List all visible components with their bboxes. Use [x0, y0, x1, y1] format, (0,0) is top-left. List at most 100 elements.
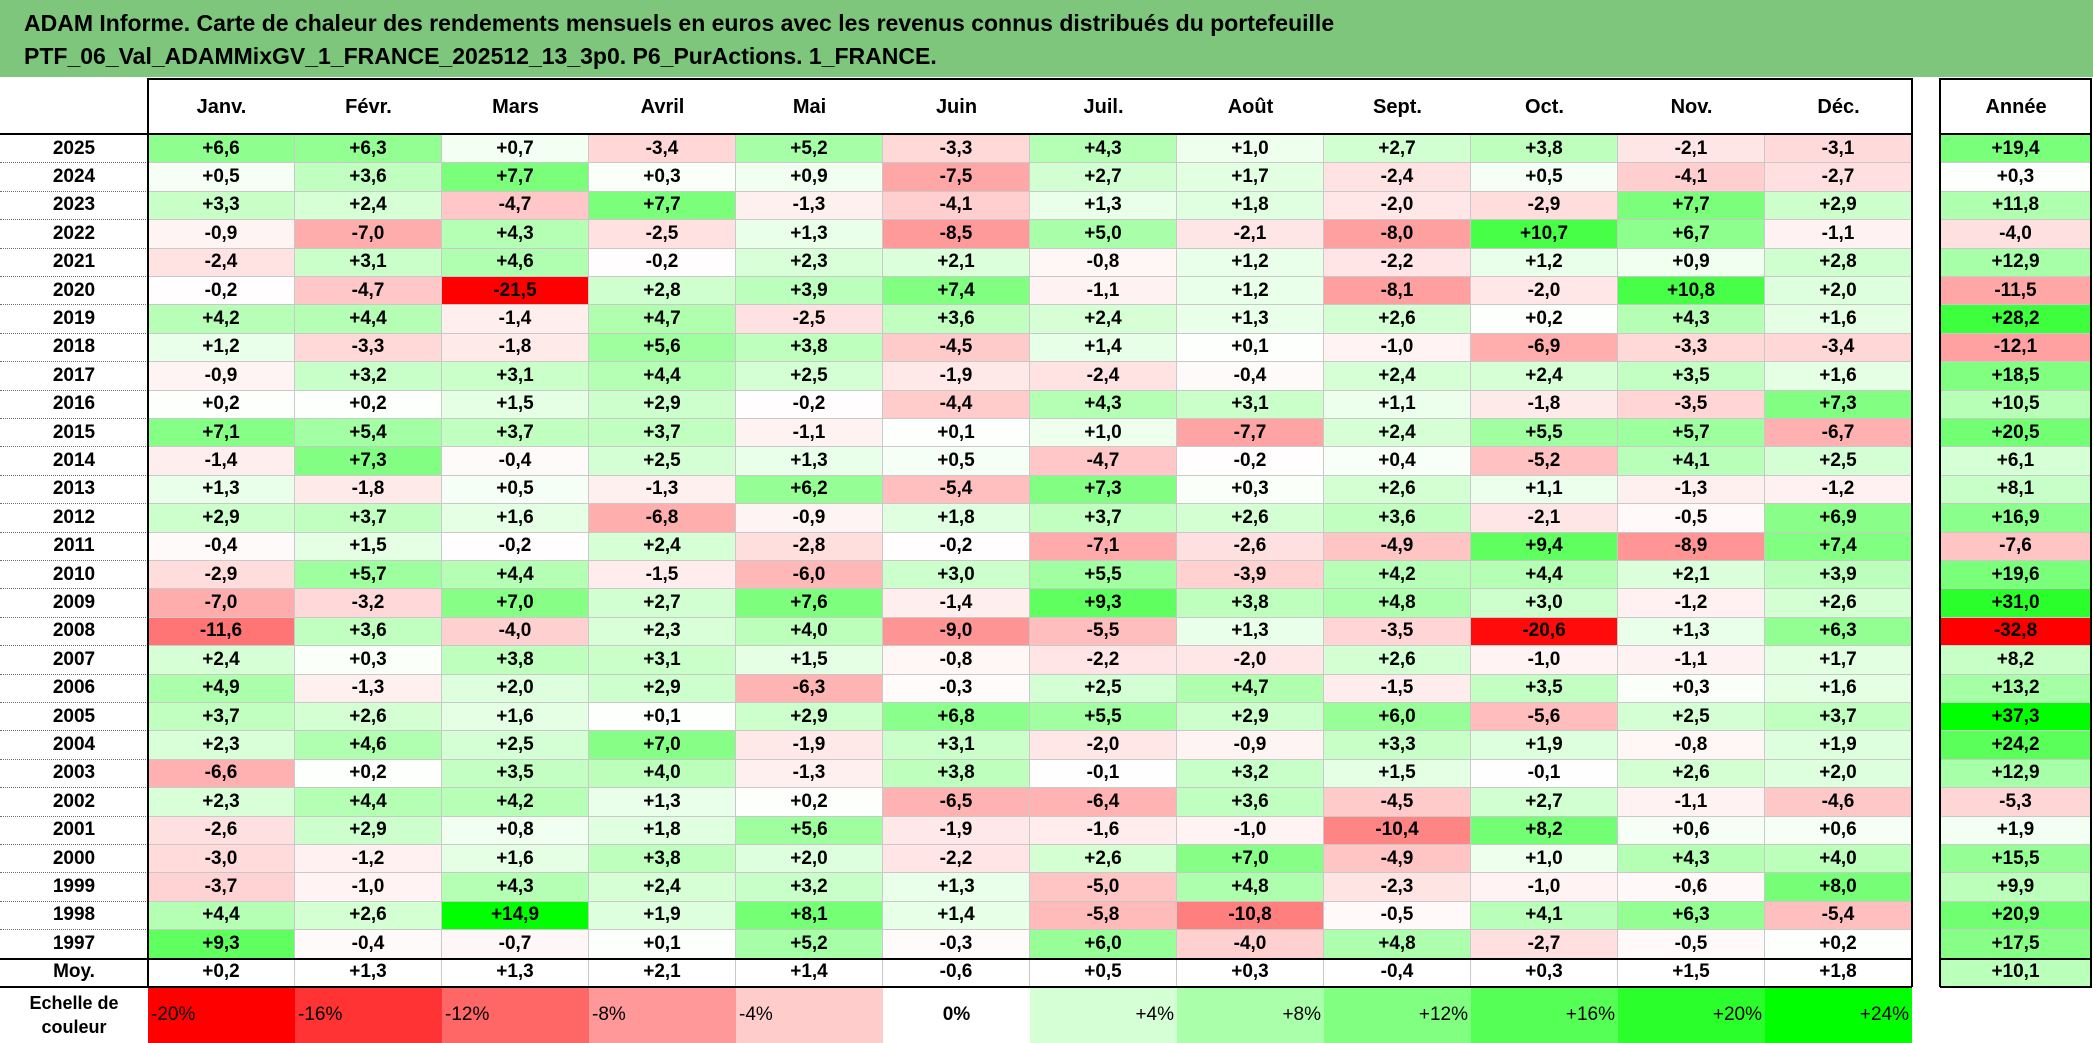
heatmap-cell: -0,4: [295, 930, 442, 959]
heatmap-cell: -6,5: [883, 788, 1030, 817]
heatmap-cell: -4,9: [1324, 845, 1471, 874]
heatmap-cell: -2,5: [736, 305, 883, 334]
heatmap-cell: +4,8: [1324, 589, 1471, 618]
heatmap-cell: +3,9: [736, 277, 883, 306]
heatmap-cell: -2,7: [1471, 930, 1618, 959]
heatmap-cell: +2,6: [295, 901, 442, 931]
annual-cell: -12,1: [1940, 333, 2092, 363]
heatmap-cell: +1,6: [1765, 674, 1912, 703]
heatmap-cell: -4,9: [1324, 532, 1471, 561]
heatmap-cell: -1,8: [1471, 390, 1618, 419]
heatmap-cell: +2,6: [1177, 504, 1324, 533]
heatmap-cell: +2,3: [589, 617, 736, 647]
heatmap-cell: +3,6: [883, 305, 1030, 334]
heatmap-cell: -0,4: [1177, 362, 1324, 391]
heatmap-cell: +1,8: [589, 816, 736, 845]
annual-header-bottom-border: [1940, 133, 2092, 135]
heatmap-cell: +4,9: [148, 674, 295, 703]
heatmap-cell: +2,9: [589, 390, 736, 419]
heatmap-cell: +3,5: [1471, 674, 1618, 703]
heatmap-cell: -1,3: [736, 759, 883, 789]
heatmap-cell: +3,6: [1324, 504, 1471, 533]
average-cell: -0,6: [883, 958, 1030, 987]
heatmap-cell: +7,4: [1765, 532, 1912, 561]
heatmap-cell: -2,9: [1471, 191, 1618, 221]
annual-cell: +20,5: [1940, 419, 2092, 448]
heatmap-cell: -1,3: [736, 191, 883, 221]
heatmap-cell: -7,0: [295, 220, 442, 249]
heatmap-cell: +1,4: [1030, 333, 1177, 363]
heatmap-cell: +2,5: [442, 731, 589, 760]
heatmap-cell: +7,7: [589, 191, 736, 221]
heatmap-cell: -1,9: [883, 362, 1030, 391]
heatmap-cell: +2,4: [1471, 362, 1618, 391]
heatmap-cell: +4,8: [1324, 930, 1471, 959]
heatmap-cell: +7,0: [589, 731, 736, 760]
heatmap-cell: -3,2: [295, 589, 442, 618]
heatmap-cell: -0,9: [1177, 731, 1324, 760]
heatmap-cell: +2,6: [1324, 475, 1471, 505]
average-bottom-border: [0, 986, 1912, 988]
heatmap-cell: -6,7: [1765, 419, 1912, 448]
column-header-1: Janv.: [196, 95, 247, 118]
heatmap-cell: -3,4: [589, 135, 736, 164]
heatmap-cell: +4,0: [1765, 845, 1912, 874]
row-year-label: 2018: [0, 334, 148, 363]
heatmap-cell: +9,4: [1471, 532, 1618, 561]
heatmap-cell: +2,9: [589, 674, 736, 703]
row-year-label: 2007: [0, 646, 148, 675]
heatmap-cell: +2,4: [1324, 419, 1471, 448]
heatmap-cell: +4,7: [589, 305, 736, 334]
heatmap-cell: -4,0: [1177, 930, 1324, 959]
heatmap-cell: +1,6: [442, 703, 589, 732]
heatmap-cell: +1,5: [442, 390, 589, 419]
row-year-label: 2003: [0, 760, 148, 789]
heatmap-cell: -20,6: [1471, 617, 1618, 647]
heatmap-cell: +2,6: [1324, 646, 1471, 675]
heatmap-cell: +7,6: [736, 589, 883, 618]
heatmap-cell: -5,5: [1030, 617, 1177, 647]
heatmap-cell: +1,8: [1177, 191, 1324, 221]
annual-cell: +17,5: [1940, 930, 2092, 959]
heatmap-cell: -7,1: [1030, 532, 1177, 561]
heatmap-cell: +0,2: [736, 788, 883, 817]
heatmap-cell: +4,2: [442, 788, 589, 817]
heatmap-cell: -0,2: [589, 248, 736, 277]
annual-cell: -5,3: [1940, 788, 2092, 817]
heatmap-cell: +9,3: [1030, 589, 1177, 618]
heatmap-cell: -6,8: [589, 504, 736, 533]
heatmap-cell: +1,3: [883, 873, 1030, 902]
heatmap-cell: -1,1: [1765, 220, 1912, 249]
column-header-annual: Année: [1985, 95, 2047, 118]
row-year-label: 2009: [0, 589, 148, 618]
heatmap-cell: +2,3: [148, 731, 295, 760]
heatmap-cell: -2,2: [1030, 646, 1177, 675]
row-year-label: 2004: [0, 731, 148, 760]
heatmap-cell: -1,1: [736, 419, 883, 448]
heatmap-cell: +1,7: [1765, 646, 1912, 675]
heatmap-cell: +5,7: [295, 561, 442, 590]
heatmap-cell: +7,3: [295, 447, 442, 476]
heatmap-cell: +1,6: [442, 845, 589, 874]
heatmap-cell: -2,1: [1471, 504, 1618, 533]
heatmap-cell: +4,2: [148, 305, 295, 334]
heatmap-cell: +2,0: [1765, 759, 1912, 789]
annual-cell: +10,5: [1940, 390, 2092, 419]
heatmap-cell: +1,0: [1177, 135, 1324, 164]
color-scale-label-line-1: Echelle de: [29, 993, 119, 1013]
column-header-4: Avril: [640, 95, 685, 118]
heatmap-cell: +0,5: [883, 447, 1030, 476]
annual-cell: +20,9: [1940, 901, 2092, 931]
heatmap-cell: +10,7: [1471, 220, 1618, 249]
heatmap-cell: +4,4: [589, 362, 736, 391]
color-scale-swatch: +12%: [1324, 987, 1471, 1043]
heatmap-cell: +4,1: [1471, 901, 1618, 931]
heatmap-cell: +6,6: [148, 135, 295, 164]
column-header-2: Févr.: [345, 95, 392, 118]
row-year-label: 2019: [0, 305, 148, 334]
heatmap-cell: -1,6: [1030, 816, 1177, 845]
heatmap-cell: +7,7: [442, 163, 589, 192]
heatmap-cell: +1,0: [1030, 419, 1177, 448]
heatmap-cell: -11,6: [148, 617, 295, 647]
average-cell: +1,3: [295, 958, 442, 987]
